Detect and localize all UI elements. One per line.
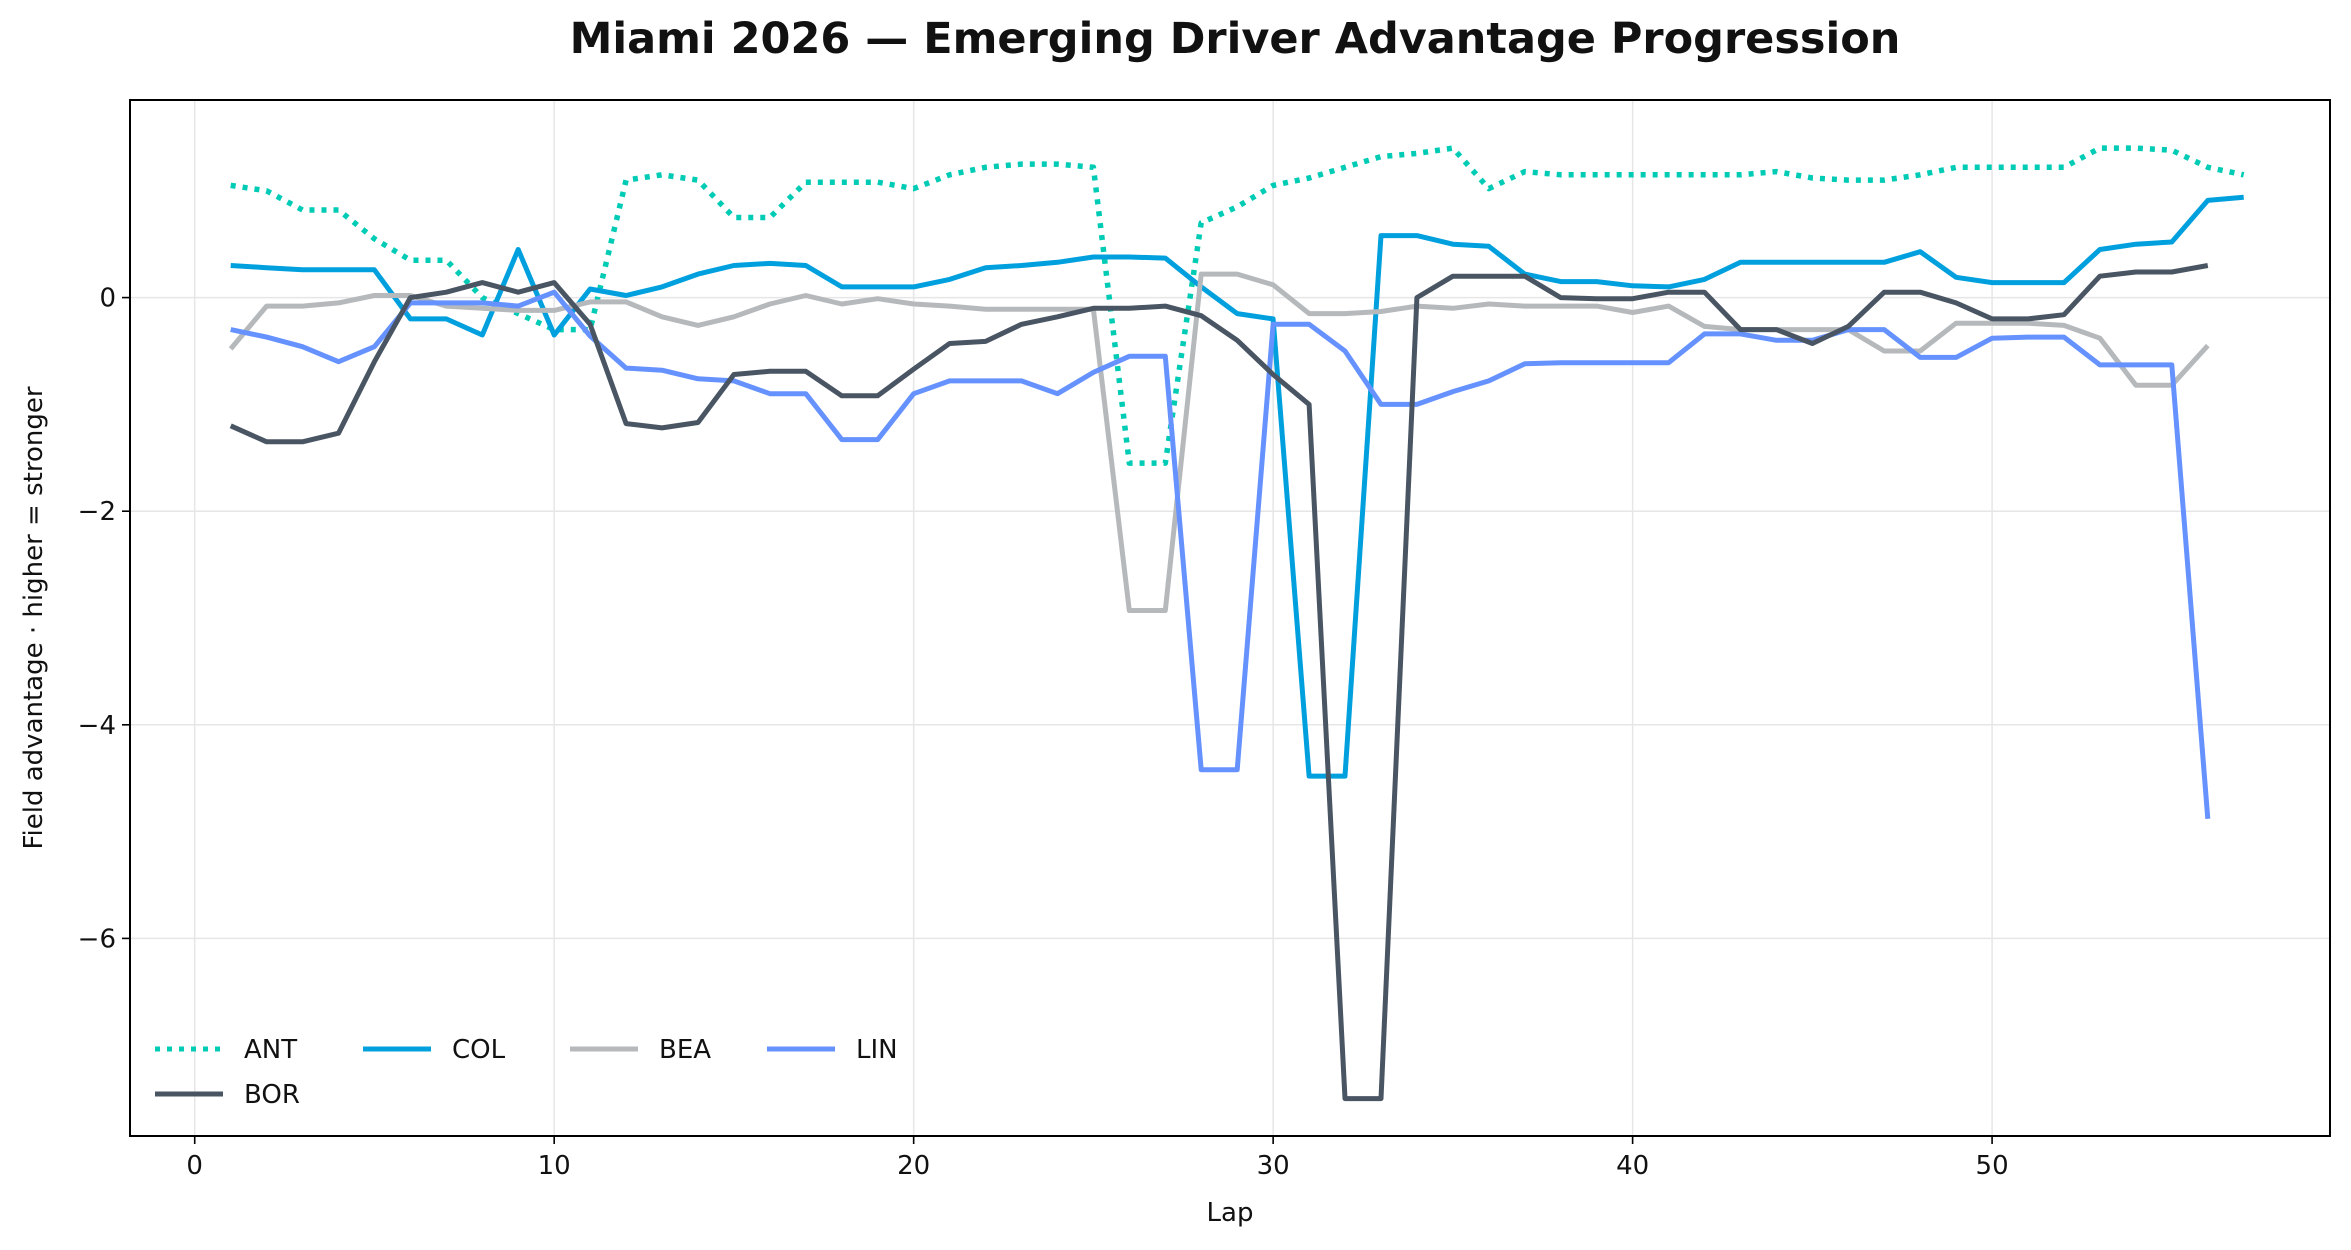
y-tick-label: −2 — [78, 497, 116, 527]
x-tick-label: 40 — [1616, 1151, 1649, 1181]
x-axis-label: Lap — [1207, 1198, 1254, 1228]
legend-label-ant: ANT — [244, 1035, 297, 1065]
y-tick-label: 0 — [99, 284, 116, 314]
y-tick-label: −4 — [78, 711, 116, 741]
legend-label-bea: BEA — [659, 1035, 711, 1065]
y-axis-label: Field advantage · higher = stronger — [19, 386, 49, 849]
x-tick-label: 50 — [1976, 1151, 2009, 1181]
legend-label-bor: BOR — [244, 1080, 300, 1110]
x-tick-label: 30 — [1257, 1151, 1290, 1181]
legend: ANT COL BEA LIN BOR — [155, 1035, 898, 1110]
plot-frame — [129, 99, 2331, 1137]
series-line-lin — [230, 289, 2211, 819]
series-line-ant — [230, 145, 2245, 466]
y-tick-label: −6 — [78, 924, 116, 954]
x-tick-label: 10 — [538, 1151, 571, 1181]
axis-ticks: 0 10 20 30 40 50 0 −2 −4 −6 — [78, 284, 2009, 1181]
series-line-bor — [229, 263, 2209, 1102]
legend-label-lin: LIN — [856, 1035, 898, 1065]
x-tick-label: 0 — [186, 1151, 203, 1181]
x-tick-label: 20 — [897, 1151, 930, 1181]
legend-label-col: COL — [452, 1035, 506, 1065]
series-line-col — [230, 194, 2244, 779]
chart-title: Miami 2026 — Emerging Driver Advantage P… — [570, 14, 1901, 64]
series-layer — [228, 145, 2245, 1102]
series-line-bea — [228, 271, 2210, 613]
